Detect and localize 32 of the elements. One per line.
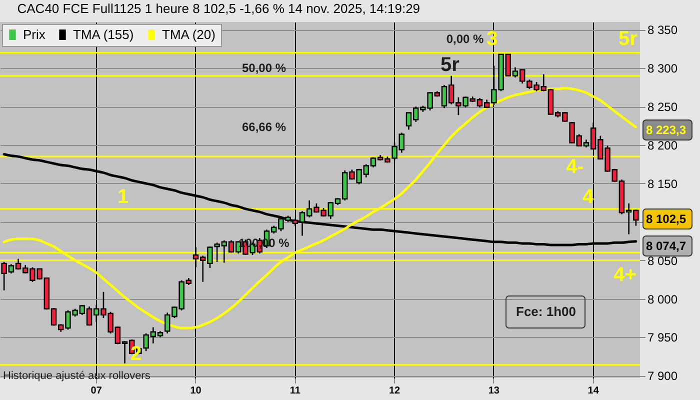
text: 8 074,7 — [646, 239, 686, 253]
annotation: 50,00 % — [242, 61, 286, 75]
text: 8 223,3 — [646, 123, 686, 137]
x-tick-label: 12 — [388, 386, 401, 396]
x-tick-label: 10 — [190, 386, 202, 396]
x-tick-label: 13 — [488, 386, 500, 396]
y-tick-label: 8 150 — [648, 176, 678, 191]
legend-label: TMA (155) — [73, 26, 134, 42]
annotation: Historique ajusté aux rollovers — [3, 370, 151, 382]
annotation: 1 — [117, 186, 129, 208]
y-tick-label: 8 350 — [648, 23, 678, 38]
annotation: 4- — [566, 156, 584, 178]
y-tick-label: 7 950 — [648, 330, 678, 345]
annotation: Fce: 1h00 — [516, 304, 576, 319]
annotation: 66,66 % — [242, 120, 286, 134]
annotation: 4+ — [614, 264, 636, 286]
legend-label: Prix — [23, 26, 46, 42]
y-tick-label: 8 000 — [648, 292, 678, 306]
x-tick-label: 14 — [588, 386, 600, 396]
annotation: 5r — [618, 28, 638, 50]
annotation: 5r — [440, 54, 460, 76]
y-tick-label: 8 300 — [648, 62, 678, 76]
chart-title: CAC40 FCE Full1125 1 heure 8 102,5 -1,66 % 14 nov. 2025, 14:19:29 — [17, 1, 420, 16]
y-tick-label: 7 900 — [648, 369, 678, 384]
annotation: 0,00 % — [446, 32, 484, 46]
x-tick-label: 11 — [290, 386, 301, 396]
x-tick-label: 07 — [90, 386, 102, 396]
legend-label: TMA (20) — [162, 26, 216, 42]
y-tick-label: 8 050 — [648, 254, 678, 268]
text: 8 102,5 — [646, 212, 686, 226]
y-tick-label: 8 250 — [648, 100, 678, 114]
y-tick-label: 8 200 — [648, 138, 678, 153]
